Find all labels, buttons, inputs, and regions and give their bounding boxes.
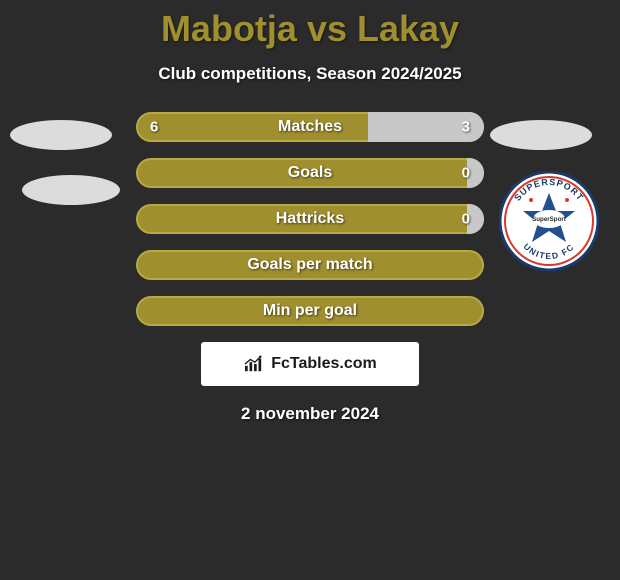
stat-row: Matches63 [136,112,484,142]
date-label: 2 november 2024 [0,404,620,424]
subtitle: Club competitions, Season 2024/2025 [0,64,620,84]
bar-right-segment [467,158,484,188]
branding-text: FcTables.com [271,355,377,373]
stat-row: Min per goal [136,296,484,326]
bar-right-segment [467,204,484,234]
team-crest-left-2 [22,175,120,205]
bar-background [136,250,484,280]
bar-right-segment [368,112,484,142]
team-crest-left-1 [10,120,112,150]
bar-chart-icon [243,355,265,373]
bar-background [136,158,484,188]
bar-background [136,296,484,326]
stat-row: Goals0 [136,158,484,188]
bar-background [136,204,484,234]
club-logo-supersport: SUPERSPORT UNITED FC SuperSport [499,171,599,271]
team-crest-right-1 [490,120,592,150]
stat-row: Goals per match [136,250,484,280]
svg-text:SuperSport: SuperSport [532,216,566,223]
stat-row: Hattricks0 [136,204,484,234]
branding-badge: FcTables.com [201,342,419,386]
page-title: Mabotja vs Lakay [0,0,620,50]
